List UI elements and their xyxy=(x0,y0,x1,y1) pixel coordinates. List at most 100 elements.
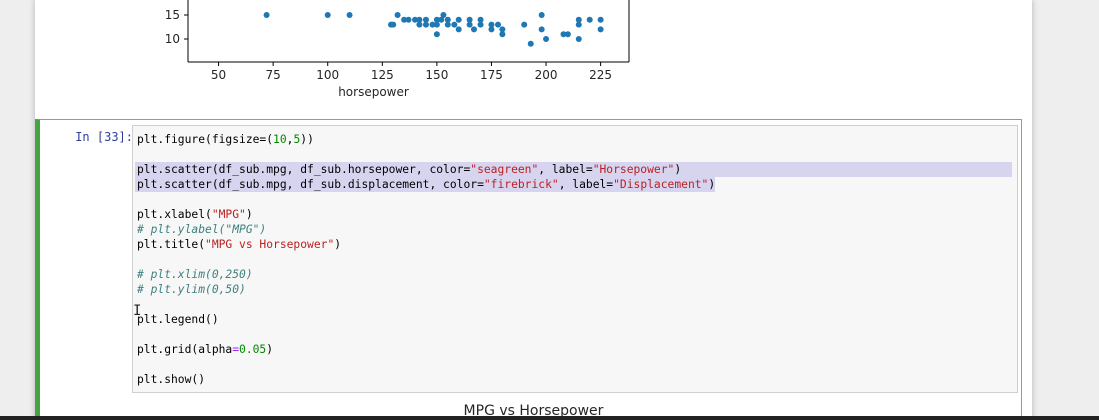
code-token: plt.figure(figsize= xyxy=(137,133,267,146)
scatter-point xyxy=(543,36,550,42)
scatter-point xyxy=(444,16,451,23)
code-line[interactable]: plt.show() xyxy=(137,372,205,387)
selection-highlight xyxy=(135,177,715,192)
code-line[interactable]: plt.scatter(df_sub.mpg, df_sub.displacem… xyxy=(137,177,715,192)
code-token: 5 xyxy=(293,133,301,146)
scatter-point xyxy=(564,31,571,38)
code-cell[interactable]: In [33]: plt.figure(figsize=(10,5)) plt.s… xyxy=(35,119,1022,420)
code-token: "seagreen" xyxy=(470,163,539,176)
notebook-container: 50 75 100 125 150 175 200 225 15 10 horsepower In … xyxy=(35,0,1032,420)
scatter-point xyxy=(429,21,436,28)
code-line[interactable]: # plt.ylim(0,50) xyxy=(137,282,246,297)
code-line[interactable]: plt.scatter(df_sub.mpg, df_sub.horsepowe… xyxy=(137,162,681,177)
x-tick-label: 100 xyxy=(316,68,339,82)
scatter-point xyxy=(438,16,445,23)
scatter-point xyxy=(444,21,451,28)
scatter-point xyxy=(538,12,545,18)
scatter-point xyxy=(499,31,506,38)
scatter-point xyxy=(575,21,582,28)
window-bottom-border xyxy=(0,416,1099,420)
code-token: 0.05 xyxy=(239,343,267,356)
scatter-point xyxy=(390,21,397,28)
code-token: plt.scatter(df_sub.mpg, df_sub.horsepowe… xyxy=(137,163,471,176)
code-line[interactable]: # plt.ylabel("MPG") xyxy=(137,222,266,237)
scatter-point xyxy=(433,16,440,23)
scatter-point xyxy=(433,31,440,38)
scatter-point xyxy=(575,16,582,23)
next-plot-title: MPG vs Horsepower xyxy=(463,403,604,419)
code-line[interactable]: plt.figure(figsize=(10,5)) xyxy=(137,132,314,147)
code-token: plt.legend() xyxy=(137,313,219,326)
scatter-point xyxy=(412,16,419,23)
code-token: "MPG" xyxy=(211,208,246,221)
scatter-point xyxy=(597,16,604,23)
x-tick-label: 225 xyxy=(589,68,612,82)
code-line[interactable]: plt.legend() xyxy=(137,312,219,327)
code-token: ) xyxy=(266,343,274,356)
x-tick-label: 200 xyxy=(535,68,558,82)
selection-highlight xyxy=(135,162,1012,177)
code-token: , xyxy=(286,133,294,146)
scatter-plot: 50 75 100 125 150 175 200 225 15 10 horsepower xyxy=(165,0,630,99)
scatter-point xyxy=(401,16,408,23)
code-editor[interactable]: plt.figure(figsize=(10,5)) plt.scatter(df… xyxy=(132,125,1018,393)
code-token: plt.xlabel( xyxy=(137,208,212,221)
code-token: # plt.ylim(0,50) xyxy=(137,283,246,296)
scatter-point xyxy=(466,16,473,23)
scatter-point xyxy=(451,21,458,28)
scatter-point xyxy=(488,26,495,33)
code-token: ) xyxy=(674,163,682,176)
scatter-point xyxy=(433,21,440,28)
x-tick-label: 125 xyxy=(371,68,394,82)
code-token: 10 xyxy=(273,133,287,146)
code-token: , label= xyxy=(538,163,593,176)
scatter-point xyxy=(560,31,567,38)
scatter-point xyxy=(466,21,473,28)
scatter-point xyxy=(527,40,534,47)
scatter-point xyxy=(470,26,477,33)
scatter-point xyxy=(263,12,270,18)
code-token: "MPG vs Horsepower" xyxy=(205,238,335,251)
scatter-point xyxy=(586,16,593,23)
y-tick-label: 15 xyxy=(165,8,180,22)
scatter-plot-output: 50 75 100 125 150 175 200 225 15 10 horsepower xyxy=(35,0,1032,112)
scatter-point xyxy=(575,36,582,42)
scatter-point xyxy=(394,12,401,18)
scatter-point xyxy=(422,16,429,23)
code-token: "firebrick" xyxy=(483,178,559,191)
code-line[interactable]: plt.xlabel("MPG") xyxy=(137,207,253,222)
code-token: "Displacement" xyxy=(613,178,709,191)
code-token: "Horsepower" xyxy=(592,163,675,176)
scatter-point xyxy=(455,26,462,33)
code-token: # plt.ylabel("MPG") xyxy=(137,223,267,236)
cell-prompt: In [33]: xyxy=(75,130,133,144)
scatter-point xyxy=(477,16,484,23)
scatter-point xyxy=(521,21,528,28)
scatter-point xyxy=(538,26,545,33)
code-token: plt.title( xyxy=(137,238,206,251)
x-tick-label: 150 xyxy=(425,68,448,82)
code-line[interactable]: # plt.xlim(0,250) xyxy=(137,267,253,282)
code-token: )) xyxy=(300,133,314,146)
x-tick-label: 75 xyxy=(266,68,281,82)
code-token: ) xyxy=(708,178,716,191)
scatter-point xyxy=(455,16,462,23)
code-line[interactable]: plt.title("MPG vs Horsepower") xyxy=(137,237,341,252)
x-tick-label: 50 xyxy=(211,68,226,82)
code-line[interactable]: plt.grid(alpha=0.05) xyxy=(137,342,273,357)
code-token: ( xyxy=(266,133,274,146)
y-tick-label: 10 xyxy=(165,32,180,46)
scatter-point xyxy=(346,12,353,18)
code-token: , label= xyxy=(558,178,614,191)
text-cursor-icon: I xyxy=(133,303,142,319)
scatter-point xyxy=(440,12,447,18)
code-token: plt.scatter(df_sub.mpg, df_sub.displacem… xyxy=(137,178,484,191)
scatter-point xyxy=(416,21,423,28)
code-token: ) xyxy=(245,208,253,221)
x-axis-label: horsepower xyxy=(338,85,409,99)
code-token: ) xyxy=(334,238,342,251)
code-token: = xyxy=(232,343,240,356)
scatter-point xyxy=(597,26,604,33)
scatter-point xyxy=(488,21,495,28)
scatter-point xyxy=(416,16,423,23)
